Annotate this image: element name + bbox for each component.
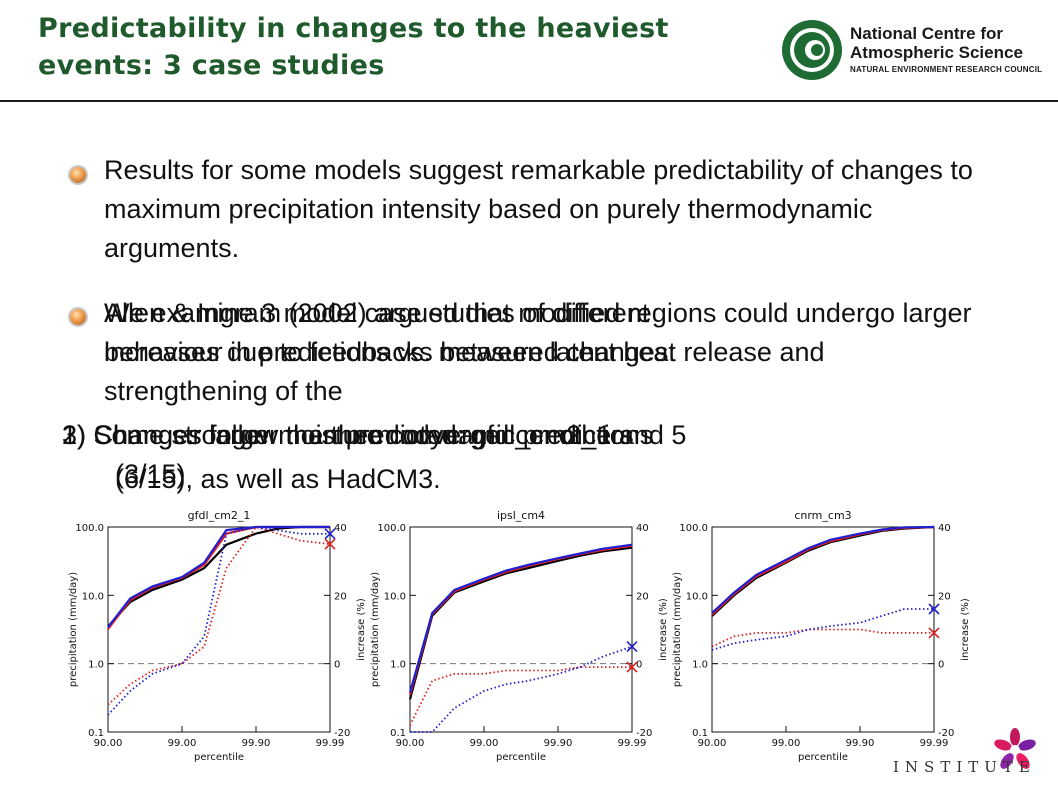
logo-line-3: NATURAL ENVIRONMENT RESEARCH COUNCIL [850,65,1043,74]
chart-title: ipsl_cm4 [497,509,545,522]
series-line-blue-dotted [107,526,330,716]
plot-frame [107,526,331,733]
overlay-line-5: 3) Some stronger moisture convergence: o… [62,420,634,450]
x-tick-label: 99.90 [846,738,875,749]
y-tick-label: 100.0 [75,523,104,534]
y2-tick-label: -20 [636,728,652,739]
series-line-blue-solid [408,543,633,693]
series-line-blue-solid [711,525,935,614]
end-marker-blue [626,641,638,653]
page-title: Predictability in changes to the heavies… [38,13,669,81]
x-tick-label: 90.00 [94,738,123,749]
series-line-red-solid [711,525,935,616]
y2-tick-label: 20 [938,591,951,602]
y-tick-label: 100.0 [679,523,708,534]
x-tick-label: 99.00 [772,738,801,749]
overlay-line-7: (6/15), as well as HadCM3. [115,464,441,494]
x-tick-label: 90.00 [396,738,425,749]
end-marker-red [324,538,336,550]
y-tick-label: 10.0 [384,591,406,602]
y-axis-label: precipitation (mm/day) [370,572,381,687]
overlay-line-4: 2) Changes larger than predicted: gfdl_c… [62,420,687,450]
x-tick-label: 90.00 [698,738,727,749]
y2-axis-label: increase (%) [658,598,669,661]
y-axis-label: precipitation (mm/day) [68,572,79,687]
bullet-icon [70,167,86,183]
y2-tick-label: 40 [938,523,951,534]
x-axis-label: percentile [496,752,546,763]
y2-tick-label: 0 [938,660,944,671]
bullet-1: Results for some models suggest remarkab… [104,155,973,263]
institute-flower-icon [994,728,1036,769]
series-line-red-solid [408,544,633,696]
overlay-line-2: behaviour in predictions vs. measured ch… [104,337,676,367]
series-line-blue-dotted [711,608,934,651]
series-line-blue-solid [107,525,330,628]
ncas-spiral-icon [782,20,842,80]
x-tick-label: 99.00 [168,738,197,749]
x-tick-label: 99.90 [544,738,573,749]
end-marker-blue [928,603,940,615]
y-tick-label: 0.1 [390,728,406,739]
y-tick-label: 10.0 [686,591,708,602]
chart-ipsl-cm4: ipsl_cm4 0.1 1.0 10.0 100.0 -20 0 20 40 90.00 99.0… [370,509,669,763]
y2-axis-label: increase (%) [356,598,367,661]
plot-frame [711,526,935,733]
y-tick-label: 1.0 [88,660,104,671]
series-line-red-dotted [711,628,934,648]
plot-frame [409,526,633,733]
chart-title: gfdl_cm2_1 [188,509,251,522]
y-tick-label: 0.1 [88,728,104,739]
overlay-line-1: We examine 3 model case studies of diffe… [104,298,650,328]
ncas-logo: National Centre for Atmospheric Science … [780,18,1050,90]
title-divider [0,100,1058,102]
y-axis-label: precipitation (mm/day) [672,572,683,687]
overlay-line-3: 1) Changes follow the thermodynamic pred… [62,420,654,450]
chart-panel-2: ipsl_cm4 0.1 1.0 10.0 100.0 -20 0 20 40 90.00 99.0… [364,505,674,777]
y-tick-label: 10.0 [82,591,104,602]
x-axis-label: percentile [798,752,848,763]
end-marker-red [928,627,940,639]
y2-tick-label: -20 [334,728,350,739]
y-tick-label: 1.0 [692,660,708,671]
institute-label: INSTITUTE [893,758,1036,776]
y2-axis-label: increase (%) [960,598,971,661]
bullet-icon [70,309,86,325]
chart-cnrm-cm3: cnrm_cm3 0.1 1.0 10.0 100.0 -20 0 20 40 90.00 99.0… [672,509,971,763]
x-tick-label: 99.99 [920,738,949,749]
x-axis-label: percentile [194,752,244,763]
y2-tick-label: 20 [636,591,649,602]
logo-line-2: Atmospheric Science [850,43,1023,62]
logo-line-1: National Centre for [850,24,1004,43]
chart-panel-1: gfdl_cm2_1 0.1 1.0 10.0 100.0 -20 0 20 40 90.00 99… [62,505,372,777]
y2-tick-label: 0 [636,660,642,671]
bullet-2: Allen & Ingram (2002) argued that modifi… [104,298,972,406]
series-line-black-solid [711,525,935,617]
series-line-blue-dotted [410,645,633,733]
end-marker-blue [324,528,336,540]
y2-tick-label: 0 [334,660,340,671]
series-line-red-dotted [409,666,632,726]
y2-tick-label: 40 [636,523,649,534]
end-marker-red [626,661,638,673]
x-tick-label: 99.00 [470,738,499,749]
y-tick-label: 100.0 [377,523,406,534]
chart-title: cnrm_cm3 [794,509,851,522]
x-tick-label: 99.90 [242,738,271,749]
y-tick-label: 0.1 [692,728,708,739]
x-tick-label: 99.99 [316,738,345,749]
chart-gfdl-cm2-1: gfdl_cm2_1 0.1 1.0 10.0 100.0 -20 0 20 40 90.00 99… [68,509,367,763]
x-tick-label: 99.99 [618,738,647,749]
chart-panel-3: cnrm_cm3 0.1 1.0 10.0 100.0 -20 0 20 40 90.00 99.0… [666,505,976,777]
y2-tick-label: 40 [334,523,347,534]
y2-tick-label: -20 [938,728,954,739]
y-tick-label: 1.0 [390,660,406,671]
overlay-line-6: (3/15) [115,459,186,489]
y2-tick-label: 20 [334,591,347,602]
